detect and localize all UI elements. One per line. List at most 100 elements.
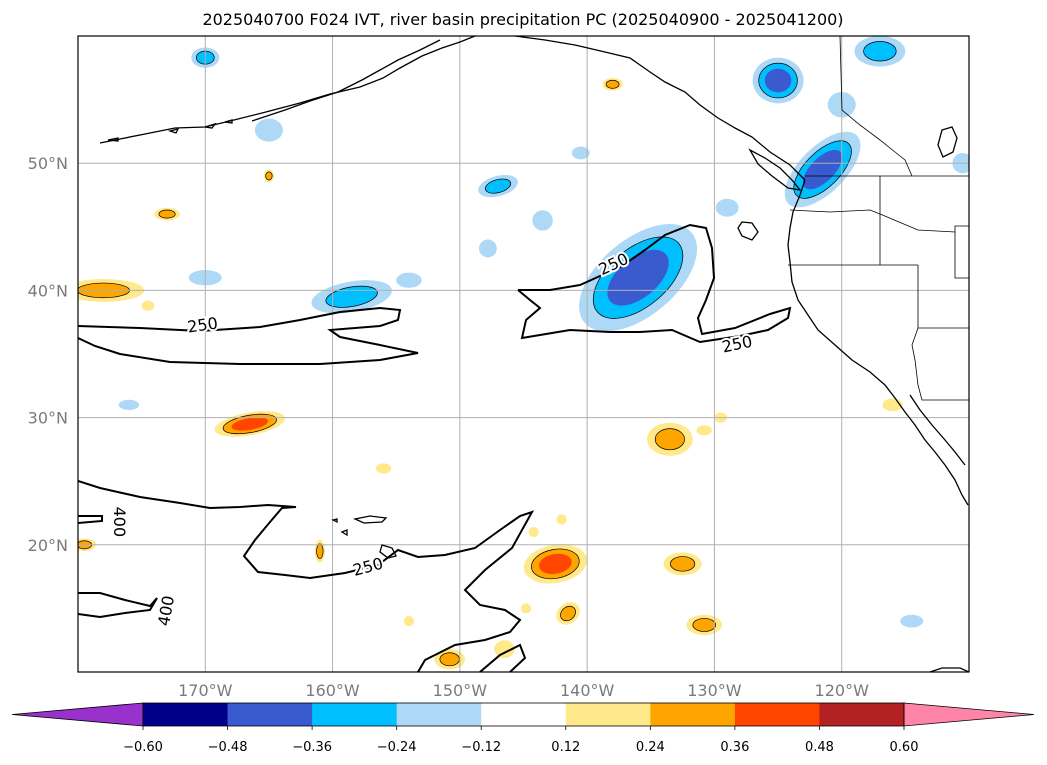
pc-feature-9-level-1	[484, 178, 512, 194]
pc-feature-34-level-0	[375, 463, 392, 474]
pc-feature-34	[375, 463, 392, 474]
political-borders	[788, 36, 969, 401]
pc-feature-25	[154, 207, 180, 221]
ivt-contours	[78, 223, 792, 672]
pc-feature-24-level-1	[560, 605, 576, 622]
alaska-coast	[99, 36, 476, 144]
baja-coast	[909, 394, 966, 466]
state-border-ut	[954, 232, 969, 279]
colorbar-tick-label-7: 0.36	[720, 740, 749, 755]
colorbar-extend-low	[11, 702, 144, 727]
colorbar-segment-2	[312, 703, 398, 726]
pc-feature-36-level-0	[556, 514, 567, 525]
pc-feature-2-level-2	[764, 68, 792, 93]
lon-tick-label-1: 160°W	[305, 681, 360, 700]
pc-feature-7-level-0	[254, 118, 283, 142]
ivt-contour-250-south-tail	[479, 643, 527, 672]
map-frame	[77, 35, 970, 673]
aleutian-islands	[107, 119, 233, 142]
pc-feature-7	[254, 118, 283, 142]
pc-feature-13	[715, 198, 739, 217]
state-border-id	[879, 176, 969, 233]
pc-feature-39-level-0	[403, 616, 415, 627]
pc-feature-22-level-1	[670, 556, 696, 572]
state-border-wa-or	[789, 209, 881, 265]
pc-feature-20	[523, 544, 587, 584]
colorbar-tick-label-5: 0.12	[551, 740, 580, 755]
longitude-tick-labels: 170°W 160°W 150°W 140°W 130°W 120°W	[178, 681, 869, 700]
pc-feature-38	[520, 603, 532, 614]
alaska-peninsula	[251, 39, 441, 122]
coastlines	[99, 36, 969, 672]
pc-feature-2	[752, 57, 804, 104]
colorbar-extend-high	[903, 702, 1035, 727]
pc-feature-17	[118, 399, 140, 410]
colorbar-segment-4	[481, 703, 567, 726]
lon-tick-label-5: 120°W	[815, 681, 870, 700]
colorbar-segment-3	[396, 703, 482, 726]
colorbar-segment-1	[227, 703, 313, 726]
pc-feature-12	[571, 146, 590, 160]
pc-feature-37-level-1	[265, 171, 273, 181]
pc-feature-23-level-1	[692, 618, 717, 632]
pc-feature-17-level-0	[118, 399, 140, 410]
pc-feature-12-level-0	[571, 146, 590, 160]
alaska-canada-border	[839, 36, 913, 177]
colorbar-segment-8	[819, 703, 905, 726]
lat-tick-label-0: 50°N	[28, 154, 68, 173]
pc-feature-13-level-0	[715, 198, 739, 217]
colorbar-segment-0	[143, 703, 229, 726]
pc-feature-26	[602, 77, 623, 91]
ivt-contour-400-b	[78, 592, 158, 619]
lon-tick-label-0: 170°W	[178, 681, 233, 700]
colorbar-tick-label-9: 0.60	[890, 740, 919, 755]
small-lake	[737, 221, 759, 241]
map-title: 2025040700 F024 IVT, river basin precipi…	[202, 10, 843, 29]
pc-feature-10-level-0	[532, 210, 553, 231]
pc-feature-26-level-1	[605, 79, 620, 89]
ivt-contour-400-a	[78, 515, 103, 524]
pc-feature-16	[900, 614, 924, 628]
pc-feature-40	[141, 300, 155, 311]
hudson-lake	[937, 126, 958, 158]
lon-tick-label-2: 150°W	[433, 681, 488, 700]
colorbar: −0.60 −0.48 −0.36 −0.24 −0.12 0.12 0.24 0.36 0.4…	[11, 702, 1035, 755]
pc-feature-33-level-0	[696, 425, 712, 436]
pc-feature-39	[403, 616, 415, 627]
north-america-coast	[787, 179, 969, 506]
pc-feature-28-level-1	[439, 652, 460, 667]
colorbar-tick-label-2: −0.36	[292, 740, 332, 755]
pc-feature-16-level-0	[900, 614, 924, 628]
latitude-tick-labels: 50°N 40°N 30°N 20°N	[28, 154, 68, 555]
pc-feature-21-level-1	[654, 428, 685, 451]
colorbar-tick-label-1: −0.48	[208, 740, 248, 755]
pc-feature-40-level-0	[141, 300, 155, 311]
ivt-contour-250-west	[78, 306, 419, 365]
pc-feature-11-level-0	[478, 239, 497, 258]
colorbar-tick-label-4: −0.12	[461, 740, 501, 755]
pc-feature-11	[478, 239, 497, 258]
lat-tick-label-2: 30°N	[28, 409, 68, 428]
map-background	[78, 36, 969, 672]
pc-feature-29	[494, 640, 515, 659]
vancouver-island	[748, 148, 802, 191]
pc-feature-1	[311, 280, 392, 314]
pc-feature-0	[579, 224, 698, 332]
pc-feature-10	[532, 210, 553, 231]
colorbar-outline	[142, 702, 905, 727]
pc-feature-3-level-2	[802, 149, 843, 190]
pc-feature-28	[434, 649, 465, 670]
pc-feature-1-level-1	[325, 285, 378, 308]
pc-feature-36	[556, 514, 567, 525]
pc-feature-30	[314, 539, 325, 563]
pc-feature-4-level-1	[863, 41, 897, 62]
pc-feature-21	[646, 422, 693, 456]
lon-tick-label-3: 140°W	[560, 681, 615, 700]
pc-feature-37	[263, 169, 275, 183]
pc-feature-5-level-0	[396, 272, 422, 288]
pc-feature-33	[696, 425, 712, 436]
gulf-of-alaska-coast	[514, 36, 806, 181]
pc-feature-35-level-0	[528, 526, 539, 538]
pc-feature-18-level-2	[231, 417, 269, 431]
